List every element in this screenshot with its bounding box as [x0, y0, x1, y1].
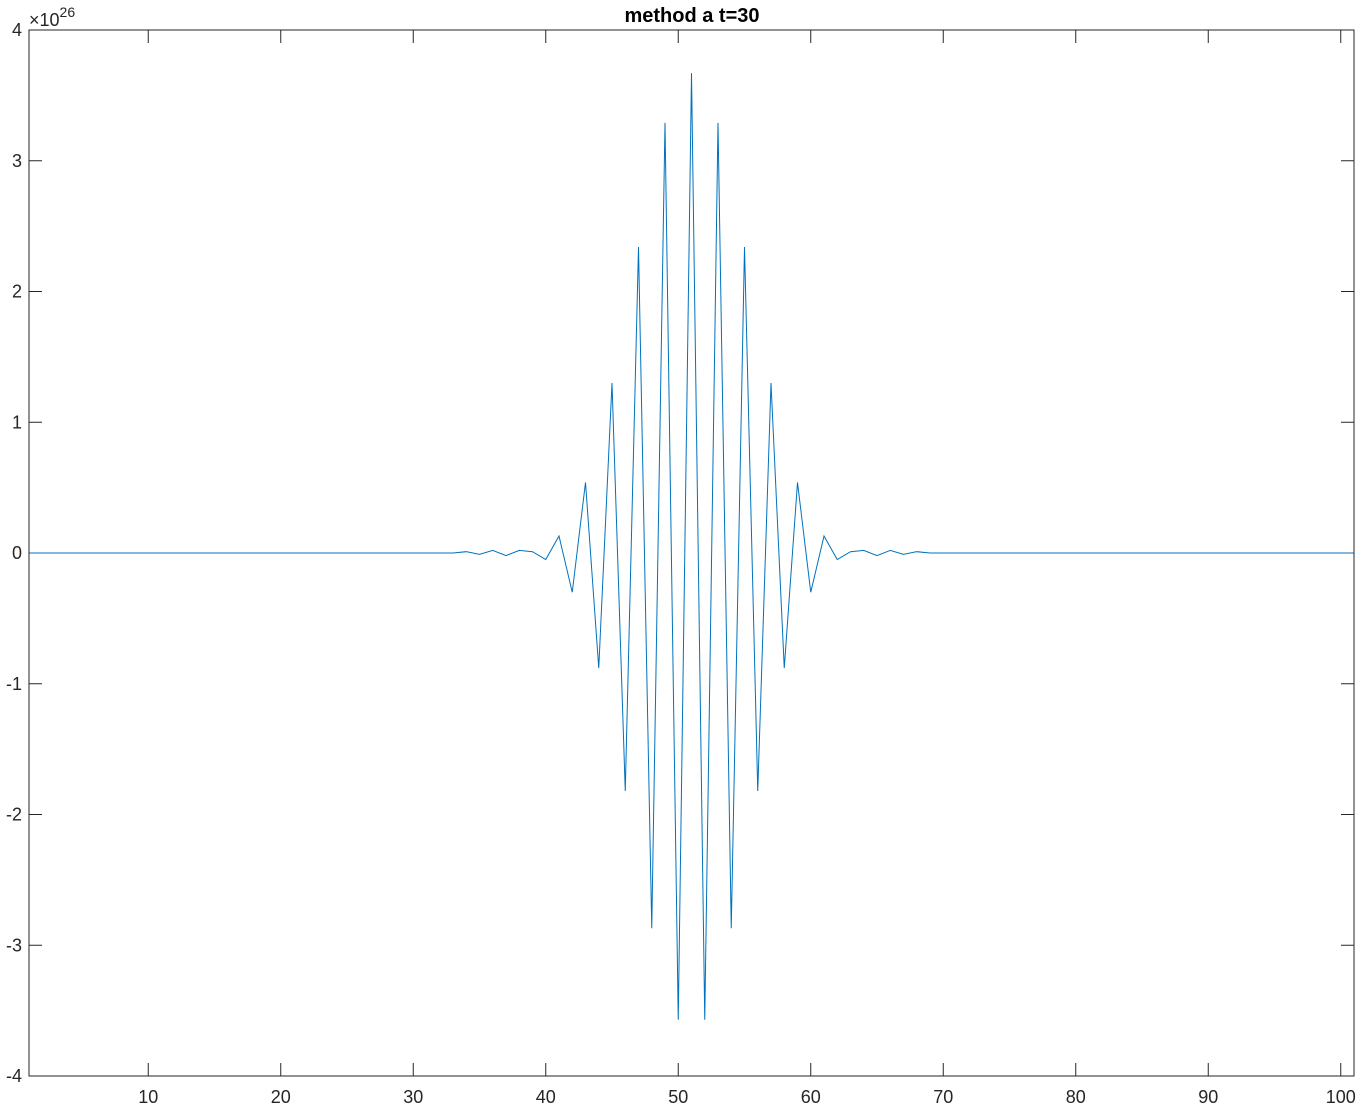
x-tick-label: 60 — [801, 1087, 821, 1107]
y-tick-label: -2 — [6, 805, 22, 825]
y-tick-label: 2 — [12, 282, 22, 302]
y-tick-label: 3 — [12, 151, 22, 171]
y-exponent-power: 26 — [60, 4, 76, 20]
x-tick-label: 20 — [271, 1087, 291, 1107]
y-tick-label: -4 — [6, 1066, 22, 1086]
x-tick-label: 50 — [668, 1087, 688, 1107]
x-tick-label: 10 — [138, 1087, 158, 1107]
y-axis-exponent: ×1026 — [29, 4, 75, 30]
series-line — [29, 73, 1354, 1020]
x-tick-label: 80 — [1066, 1087, 1086, 1107]
y-exponent-base: ×10 — [29, 10, 60, 30]
x-tick-label: 30 — [403, 1087, 423, 1107]
y-tick-label: 1 — [12, 412, 22, 432]
y-tick-label: -1 — [6, 674, 22, 694]
chart-title: method a t=30 — [624, 5, 759, 27]
x-tick-label: 70 — [933, 1087, 953, 1107]
x-tick-label: 90 — [1198, 1087, 1218, 1107]
axis-tick-labels: 10 20 30 40 50 60 70 80 90 100 -4 -3 -2 -1 0 1 2 3 4 — [6, 20, 1356, 1107]
y-tick-label: 0 — [12, 543, 22, 563]
x-tick-label: 40 — [536, 1087, 556, 1107]
x-tick-label: 100 — [1326, 1087, 1356, 1107]
plot-area-frame — [28, 29, 1355, 1077]
y-tick-label: -3 — [6, 935, 22, 955]
y-tick-label: 4 — [12, 20, 22, 40]
